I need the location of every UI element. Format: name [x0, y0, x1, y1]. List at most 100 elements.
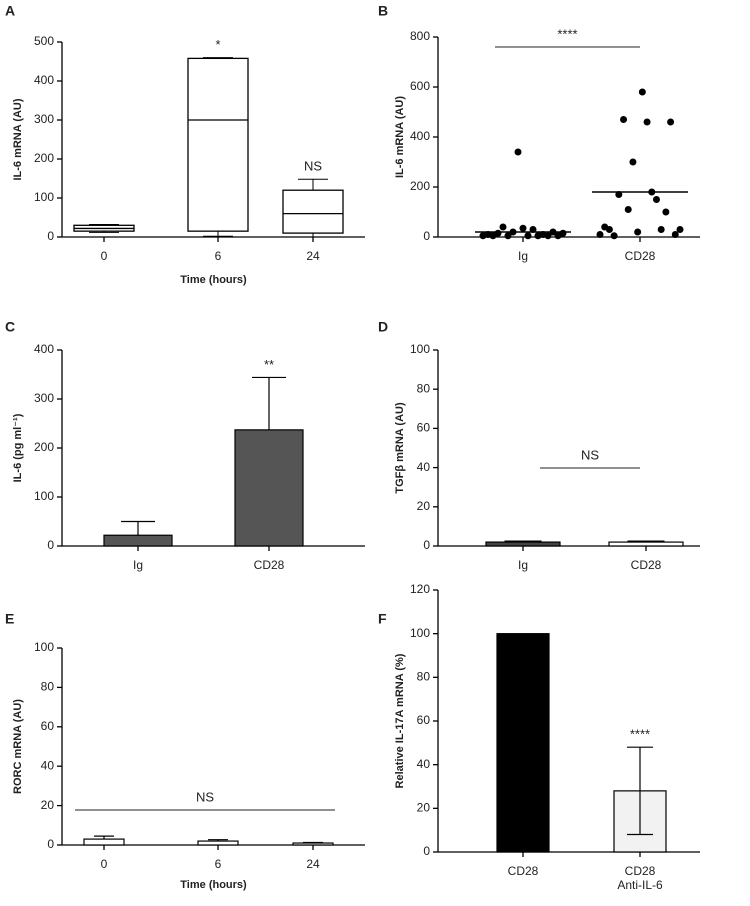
x-tick-label-line: CD28	[508, 864, 539, 878]
dot	[662, 208, 670, 216]
y-tick-label: 200	[34, 151, 54, 165]
x-tick-label: CD28	[254, 558, 285, 572]
bar	[103, 534, 173, 547]
annotation: ****	[630, 727, 650, 742]
dot	[676, 226, 684, 233]
dot	[499, 223, 507, 231]
dot	[596, 231, 604, 238]
y-tick-label: 500	[34, 34, 54, 48]
dot	[504, 232, 512, 240]
dot	[667, 118, 675, 126]
dot	[519, 224, 527, 232]
x-tick-label: Ig	[133, 558, 143, 572]
y-axis-label: RORC mRNA (AU)	[12, 699, 24, 794]
panel-letter: B	[378, 3, 388, 19]
y-tick-label: 80	[417, 381, 431, 395]
y-tick-label: 0	[423, 229, 430, 243]
box	[282, 189, 344, 234]
box	[187, 57, 249, 232]
y-tick-label: 200	[410, 179, 430, 193]
panel-letter: E	[5, 611, 14, 627]
dot	[605, 226, 613, 233]
y-tick-label: 400	[34, 342, 54, 356]
annotation: **	[264, 357, 274, 372]
dot	[620, 116, 628, 123]
y-tick-label: 60	[417, 421, 431, 435]
annotation: *	[215, 37, 220, 52]
y-tick-label: 0	[47, 538, 54, 552]
y-tick-label: 300	[34, 391, 54, 405]
panel-letter: D	[378, 319, 388, 335]
y-tick-label: 800	[410, 29, 430, 43]
x-axis-label: Time (hours)	[180, 879, 247, 891]
dot	[657, 226, 665, 233]
y-axis-label: TGFβ mRNA (AU)	[394, 402, 406, 494]
x-tick-label-line: CD28	[625, 864, 656, 878]
y-tick-label: 60	[417, 713, 431, 727]
x-tick-label: 24	[306, 249, 320, 263]
y-axis-label: Relative IL-17A mRNA (%)	[394, 653, 406, 788]
y-tick-label: 200	[34, 440, 54, 454]
y-tick-label: 40	[417, 460, 431, 474]
y-tick-label: 20	[417, 499, 431, 513]
y-tick-label: 0	[423, 538, 430, 552]
bar	[197, 840, 239, 846]
y-tick-label: 80	[417, 670, 431, 684]
y-tick-label: 120	[410, 582, 430, 596]
dot	[638, 88, 646, 96]
x-tick-label: CD28	[625, 249, 656, 263]
y-tick-label: 0	[47, 229, 54, 243]
dot	[524, 232, 532, 240]
panel-letter: C	[5, 319, 15, 335]
y-tick-label: 400	[34, 73, 54, 87]
y-axis-label: IL-6 mRNA (AU)	[12, 98, 24, 180]
dot	[559, 229, 567, 237]
y-tick-label: 100	[34, 640, 54, 654]
dot	[629, 158, 637, 166]
x-tick-label: Ig	[518, 249, 528, 263]
panel-letter: F	[378, 611, 387, 627]
annotation: NS	[196, 789, 214, 804]
x-tick-label-line: Anti-IL-6	[617, 878, 663, 892]
y-tick-label: 100	[410, 626, 430, 640]
y-axis-label: IL-6 (pg ml⁻¹)	[12, 413, 24, 482]
dot	[494, 229, 502, 237]
y-axis-label: IL-6 mRNA (AU)	[394, 96, 406, 178]
y-tick-label: 20	[417, 801, 431, 815]
annotation: NS	[304, 159, 322, 174]
y-tick-label: 40	[417, 757, 431, 771]
y-tick-label: 100	[34, 489, 54, 503]
y-tick-label: 0	[47, 837, 54, 851]
y-tick-label: 100	[34, 190, 54, 204]
annotation: NS	[581, 447, 599, 462]
bar	[608, 541, 684, 547]
x-tick-label: 0	[101, 249, 108, 263]
y-tick-label: 300	[34, 112, 54, 126]
y-tick-label: 40	[41, 758, 55, 772]
dot	[634, 228, 642, 236]
dot	[652, 196, 660, 203]
dot	[671, 231, 679, 238]
x-tick-label: 0	[101, 857, 108, 871]
y-tick-label: 400	[410, 129, 430, 143]
y-tick-label: 100	[410, 342, 430, 356]
x-tick-label: CD28	[631, 558, 662, 572]
y-tick-label: 80	[41, 680, 55, 694]
x-axis-label: Time (hours)	[180, 274, 247, 286]
y-tick-label: 0	[423, 844, 430, 858]
x-tick-label: Ig	[518, 558, 528, 572]
x-tick-label: 6	[215, 249, 222, 263]
bar	[292, 842, 334, 846]
dot	[514, 148, 522, 156]
x-tick-label: 24	[306, 857, 320, 871]
dot	[624, 206, 632, 213]
bar	[83, 838, 125, 846]
x-tick-label: CD28 Anti-IL-6	[617, 864, 663, 892]
panel-letter: A	[5, 3, 15, 19]
bar	[496, 633, 550, 853]
y-tick-label: 600	[410, 79, 430, 93]
dot	[610, 232, 618, 240]
bar	[234, 429, 304, 547]
bar	[485, 541, 561, 547]
